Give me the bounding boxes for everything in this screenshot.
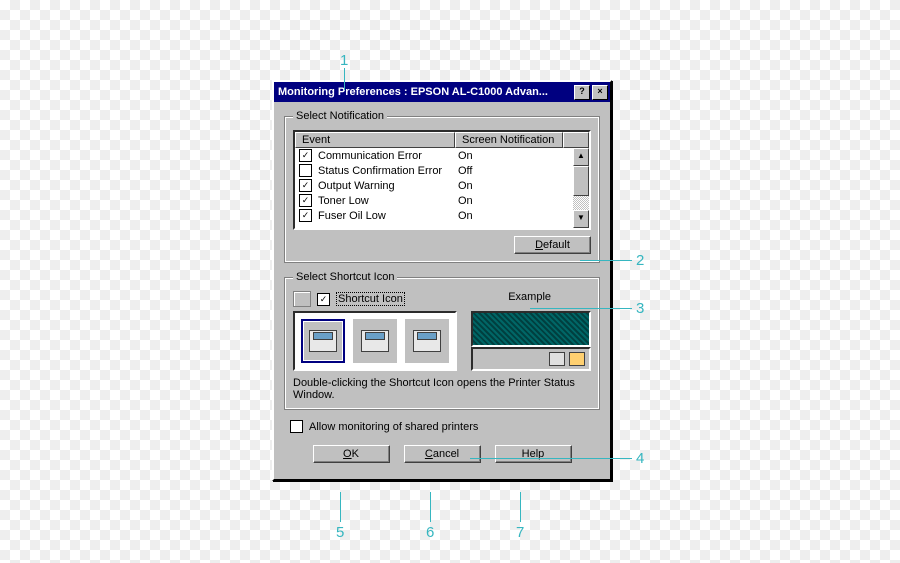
ok-button[interactable]: OK [313,445,390,463]
screen-notification-value: Off [458,165,518,177]
event-label: Output Warning [318,180,458,192]
window-title: Monitoring Preferences : EPSON AL-C1000 … [278,86,572,98]
shortcut-icon-option-3[interactable] [405,319,449,363]
scroll-track[interactable] [573,166,589,210]
event-label: Communication Error [318,150,458,162]
example-preview [471,311,591,347]
speaker-icon [549,352,565,366]
table-row[interactable]: ✓ Communication ErrorOn [295,148,573,163]
callout-4: 4 [636,450,644,467]
list-scrollbar[interactable]: ▲ ▼ [573,148,589,228]
col-screen-notification[interactable]: Screen Notification [455,132,563,148]
callout-5: 5 [336,524,344,541]
allow-monitoring-label: Allow monitoring of shared printers [309,421,478,433]
event-label: Toner Low [318,195,458,207]
event-checkbox[interactable]: ✓ [299,209,312,222]
shortcut-help-text: Double-clicking the Shortcut Icon opens … [293,377,591,401]
shortcut-icon-picker [293,311,457,371]
callout-3-line [530,308,632,309]
allow-monitoring-checkbox[interactable] [290,420,303,433]
table-row[interactable]: Status Confirmation ErrorOff [295,163,573,178]
col-spacer [563,132,589,148]
scroll-thumb[interactable] [573,166,589,196]
list-header: Event Screen Notification [295,132,589,148]
screen-notification-value: On [458,180,518,192]
table-row[interactable]: ✓ Output WarningOn [295,178,573,193]
callout-2-line [580,260,632,261]
event-checkbox[interactable] [299,164,312,177]
event-label: Status Confirmation Error [318,165,458,177]
event-checkbox[interactable]: ✓ [299,149,312,162]
event-label: Fuser Oil Low [318,210,458,222]
callout-7-line [520,492,521,522]
callout-2: 2 [636,252,644,269]
select-notification-legend: Select Notification [293,110,387,122]
screen-notification-value: On [458,195,518,207]
callout-3: 3 [636,300,644,317]
callout-6-line [430,492,431,522]
callout-1-line [344,68,345,90]
scroll-down-button[interactable]: ▼ [573,210,589,228]
cancel-button[interactable]: Cancel [404,445,481,463]
example-label: Example [508,291,551,303]
callout-1: 1 [340,52,348,69]
shortcut-icon-option-2[interactable] [353,319,397,363]
titlebar[interactable]: Monitoring Preferences : EPSON AL-C1000 … [274,82,610,102]
select-notification-group: Select Notification Event Screen Notific… [284,110,600,263]
callout-6: 6 [426,524,434,541]
screen-notification-value: On [458,210,518,222]
default-button[interactable]: Default [514,236,591,254]
notification-listbox[interactable]: Event Screen Notification ✓ Communication… [293,130,591,230]
example-tray [471,347,591,371]
col-event[interactable]: Event [295,132,455,148]
shortcut-icon-option-1[interactable] [301,319,345,363]
scroll-up-button[interactable]: ▲ [573,148,589,166]
table-row[interactable]: ✓ Toner LowOn [295,193,573,208]
shortcut-icon-label: Shortcut Icon [336,292,405,306]
callout-4-line [470,458,632,459]
printer-icon [293,291,311,307]
help-button[interactable]: Help [495,445,572,463]
event-checkbox[interactable]: ✓ [299,179,312,192]
table-row[interactable]: ✓ Fuser Oil LowOn [295,208,573,223]
select-shortcut-icon-legend: Select Shortcut Icon [293,271,397,283]
select-shortcut-icon-group: Select Shortcut Icon ✓ Shortcut Icon Exa… [284,271,600,410]
callout-7: 7 [516,524,524,541]
help-titlebar-button[interactable]: ? [574,85,590,100]
shortcut-icon-checkbox[interactable]: ✓ [317,293,330,306]
callout-5-line [340,492,341,522]
tray-printer-icon [569,352,585,366]
screen-notification-value: On [458,150,518,162]
monitoring-preferences-dialog: Monitoring Preferences : EPSON AL-C1000 … [272,80,612,481]
close-button[interactable]: × [592,85,608,100]
event-checkbox[interactable]: ✓ [299,194,312,207]
